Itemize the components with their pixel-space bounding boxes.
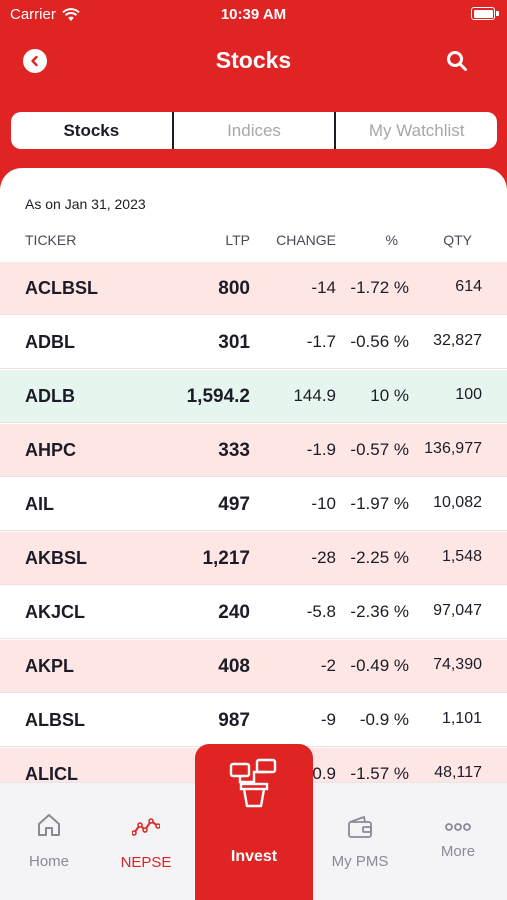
percent-cell: -0.56 %: [350, 332, 409, 351]
as-on-date: As on Jan 31, 2023: [25, 196, 146, 212]
table-row[interactable]: ADLB 1,594.2 144.9 10 % 100: [0, 370, 507, 423]
table-row[interactable]: ADBL 301 -1.7 -0.56 % 32,827: [0, 316, 507, 369]
qty-cell: 100: [455, 386, 482, 403]
search-button[interactable]: [445, 49, 469, 73]
table-row[interactable]: AKBSL 1,217 -28 -2.25 % 1,548: [0, 532, 507, 585]
ltp-cell: 240: [218, 602, 250, 623]
home-icon: [38, 814, 60, 836]
nepse-chart-icon: [132, 818, 160, 836]
qty-cell: 97,047: [433, 602, 482, 619]
column-header-qty[interactable]: QTY: [443, 232, 472, 248]
status-bar: Carrier 10:39 AM: [0, 0, 507, 30]
ticker-cell: ADBL: [25, 332, 75, 352]
segment-tabs: Stocks Indices My Watchlist: [11, 112, 497, 149]
ltp-cell: 333: [218, 440, 250, 461]
ticker-cell: AHPC: [25, 440, 77, 460]
invest-label: Invest: [230, 848, 278, 865]
back-button[interactable]: [23, 49, 47, 73]
table-row[interactable]: AIL 497 -10 -1.97 % 10,082: [0, 478, 507, 531]
qty-cell: 136,977: [424, 440, 482, 457]
status-time: 10:39 AM: [220, 6, 287, 23]
percent-cell: -1.97 %: [350, 494, 409, 513]
ticker-cell: ADLB: [25, 386, 75, 406]
ticker-cell: AKPL: [25, 656, 74, 676]
wallet-icon: [348, 815, 372, 838]
page-title: Stocks: [215, 47, 292, 73]
ltp-cell: 497: [218, 494, 250, 515]
nav-nepse-label: NEPSE: [120, 854, 172, 871]
ticker-cell: ALBSL: [25, 710, 85, 730]
change-cell: 144.9: [293, 386, 336, 405]
percent-cell: 10 %: [370, 386, 409, 405]
ticker-cell: AIL: [25, 494, 54, 514]
nav-my-pms-label: My PMS: [331, 853, 389, 870]
qty-cell: 48,117: [434, 764, 482, 781]
nav-my-pms[interactable]: My PMS: [311, 783, 409, 883]
percent-cell: -1.57 %: [350, 764, 409, 783]
qty-cell: 74,390: [433, 656, 482, 673]
percent-cell: -1.72 %: [350, 278, 409, 297]
ticker-cell: AKBSL: [25, 548, 87, 568]
column-header-ticker[interactable]: TICKER: [25, 232, 77, 248]
percent-cell: -0.57 %: [350, 440, 409, 459]
tab-my-watchlist[interactable]: My Watchlist: [334, 112, 497, 149]
tab-indices[interactable]: Indices: [171, 112, 335, 149]
invest-button[interactable]: Invest: [195, 744, 313, 900]
nav-more[interactable]: More: [409, 783, 507, 883]
status-carrier: Carrier: [10, 6, 80, 23]
battery-icon: [471, 7, 495, 20]
more-dots-icon: [445, 823, 471, 831]
qty-cell: 614: [455, 278, 482, 295]
ticker-cell: ACLBSL: [25, 278, 98, 298]
change-cell: -2: [320, 656, 336, 675]
wifi-icon: [62, 7, 80, 21]
column-header-ltp[interactable]: LTP: [225, 232, 250, 248]
ticker-cell: AKJCL: [25, 602, 86, 622]
table-row[interactable]: AKJCL 240 -5.8 -2.36 % 97,047: [0, 586, 507, 639]
ltp-cell: 301: [218, 332, 250, 353]
percent-cell: -2.25 %: [350, 548, 409, 567]
change-cell: -1.7: [306, 332, 336, 351]
change-cell: -9: [320, 710, 336, 729]
ltp-cell: 1,594.2: [186, 386, 250, 407]
ltp-cell: 1,217: [202, 548, 250, 569]
table-row[interactable]: AKPL 408 -2 -0.49 % 74,390: [0, 640, 507, 693]
battery-tip: [496, 11, 499, 16]
qty-cell: 1,548: [441, 548, 482, 565]
ticker-cell: ALICL: [25, 764, 78, 784]
ltp-cell: 800: [218, 278, 250, 299]
qty-cell: 1,101: [441, 710, 482, 727]
carrier-label: Carrier: [10, 6, 56, 23]
change-cell: -1.9: [306, 440, 336, 459]
column-header-change[interactable]: CHANGE: [276, 232, 336, 248]
search-icon: [447, 51, 467, 71]
table-row[interactable]: AHPC 333 -1.9 -0.57 % 136,977: [0, 424, 507, 477]
percent-cell: -2.36 %: [350, 602, 409, 621]
invest-plant-icon: [229, 758, 277, 808]
tab-stocks[interactable]: Stocks: [63, 120, 120, 140]
table-row[interactable]: ALBSL 987 -9 -0.9 % 1,101: [0, 694, 507, 747]
percent-cell: -0.49 %: [350, 656, 409, 675]
change-cell: -10: [311, 494, 336, 513]
app-header: Stocks: [0, 40, 507, 84]
column-header-percent[interactable]: %: [385, 232, 398, 248]
change-cell: -28: [311, 548, 336, 567]
qty-cell: 10,082: [433, 494, 482, 511]
back-arrow-icon: [31, 55, 38, 67]
nav-home-label: Home: [28, 853, 69, 870]
percent-cell: -0.9 %: [359, 710, 409, 729]
qty-cell: 32,827: [433, 332, 482, 349]
ltp-cell: 987: [218, 710, 250, 731]
ltp-cell: 408: [218, 656, 250, 677]
nav-home[interactable]: Home: [0, 783, 98, 883]
change-cell: -14: [311, 278, 336, 297]
nav-more-label: More: [440, 843, 476, 860]
stocks-panel: As on Jan 31, 2023 TICKER LTP CHANGE % Q…: [0, 168, 507, 788]
nav-nepse[interactable]: NEPSE: [97, 783, 195, 883]
change-cell: 0.9: [312, 764, 336, 783]
table-row[interactable]: ACLBSL 800 -14 -1.72 % 614: [0, 262, 507, 315]
change-cell: -5.8: [306, 602, 336, 621]
